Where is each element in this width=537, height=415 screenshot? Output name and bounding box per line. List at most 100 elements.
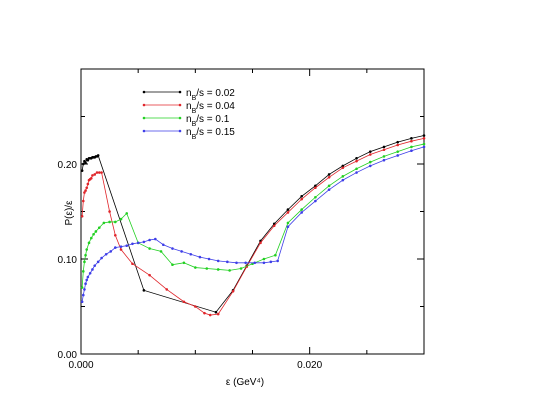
data-point	[97, 226, 101, 229]
series-0	[80, 134, 426, 314]
x-tick-label: 0.000	[68, 360, 93, 371]
data-point	[125, 212, 129, 215]
data-point	[87, 241, 91, 245]
data-point	[207, 257, 211, 261]
legend-swatch-marker	[178, 129, 182, 133]
data-point	[205, 267, 209, 270]
data-point	[382, 145, 386, 149]
data-point	[382, 158, 386, 162]
plot-frame	[80, 68, 425, 355]
data-point	[314, 195, 317, 199]
data-point	[239, 267, 243, 270]
data-point	[148, 273, 151, 277]
legend-label: nB/s = 0.04	[186, 101, 235, 115]
data-point	[89, 176, 93, 180]
data-point	[97, 171, 101, 174]
legend-label: nB/s = 0.15	[186, 127, 235, 141]
data-point	[396, 150, 400, 153]
data-point	[89, 236, 93, 240]
data-point	[272, 224, 276, 228]
data-point	[262, 261, 266, 265]
data-point	[114, 246, 117, 249]
series-line	[81, 143, 425, 288]
legend-swatch-marker	[142, 129, 146, 133]
data-point	[119, 217, 123, 221]
data-point	[355, 171, 358, 174]
data-point	[131, 242, 134, 246]
legend-swatch-marker	[142, 103, 146, 107]
data-point	[410, 145, 413, 149]
data-point	[162, 243, 165, 247]
data-point	[286, 225, 290, 228]
data-point	[131, 262, 134, 266]
data-point	[93, 173, 97, 176]
data-point	[80, 169, 84, 172]
data-point	[396, 140, 400, 144]
data-point	[142, 289, 146, 292]
data-point	[80, 300, 84, 304]
data-point	[300, 195, 303, 198]
data-point	[85, 248, 89, 251]
data-point	[148, 247, 151, 250]
data-point	[327, 184, 331, 188]
data-point	[80, 286, 84, 289]
data-point	[410, 137, 413, 140]
data-point	[100, 256, 103, 260]
data-point	[396, 154, 400, 157]
data-point	[286, 208, 290, 211]
data-point	[83, 191, 86, 194]
data-point	[94, 230, 98, 233]
data-point	[109, 250, 113, 253]
data-point	[368, 160, 372, 164]
data-point	[86, 158, 90, 162]
data-point	[95, 171, 99, 174]
data-point	[104, 252, 108, 256]
data-point	[86, 182, 90, 186]
data-point	[355, 157, 358, 160]
data-point	[102, 221, 106, 225]
data-point	[84, 253, 87, 257]
data-point	[100, 171, 103, 174]
data-point	[203, 311, 206, 315]
data-point	[274, 253, 277, 257]
data-point	[300, 197, 303, 201]
data-point	[228, 269, 231, 272]
series-line	[81, 135, 425, 313]
data-point	[93, 264, 97, 267]
series-2	[80, 142, 426, 289]
data-point	[194, 266, 197, 269]
series-layer	[80, 134, 426, 317]
data-point	[108, 220, 111, 224]
legend-swatch-marker	[142, 116, 146, 120]
data-point	[314, 184, 317, 188]
data-point	[368, 164, 372, 168]
legend-swatch-marker	[142, 90, 146, 94]
data-point	[182, 300, 186, 304]
legend-swatch-marker	[178, 90, 182, 94]
data-point	[148, 238, 151, 242]
data-point	[341, 166, 345, 170]
data-point	[136, 241, 140, 245]
data-point	[208, 313, 212, 317]
data-point	[81, 293, 85, 297]
data-point	[368, 153, 372, 156]
series-line	[81, 146, 425, 302]
data-point	[262, 257, 266, 261]
data-point	[216, 259, 220, 263]
data-point	[171, 263, 174, 267]
data-point	[85, 186, 89, 190]
data-point	[198, 255, 202, 259]
data-point	[259, 241, 262, 245]
data-point	[422, 142, 426, 146]
data-point	[300, 208, 303, 211]
y-axis-label: P(ε)/ε	[64, 200, 75, 226]
data-point	[154, 237, 157, 241]
x-tick-label: 0.020	[297, 360, 322, 371]
data-point	[194, 305, 197, 308]
data-point	[382, 155, 386, 158]
data-point	[96, 260, 100, 264]
data-point	[410, 139, 413, 143]
data-point	[341, 164, 345, 168]
axis-ticks: 0.000 0.020 0.00 0.10 0.20	[58, 69, 424, 371]
